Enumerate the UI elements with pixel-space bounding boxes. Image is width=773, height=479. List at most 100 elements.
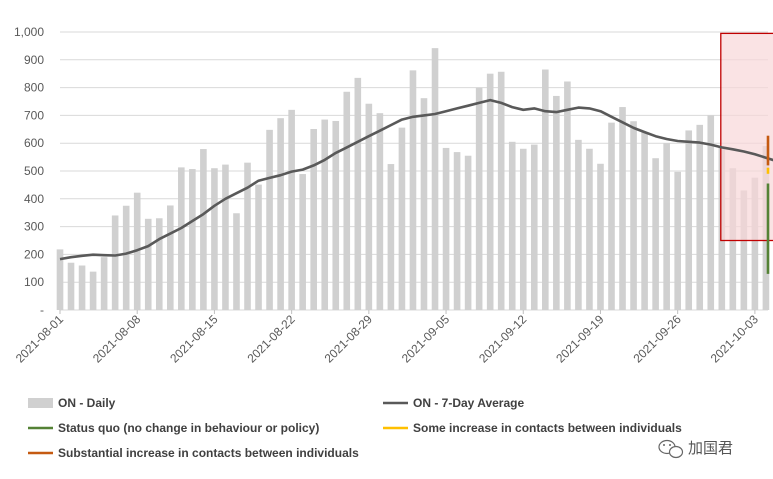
daily-bar bbox=[542, 69, 549, 310]
x-tick-label: 2021-08-08 bbox=[90, 312, 144, 366]
y-axis-tick-labels: - 100 200 300 400 500 600 700 800 900 1,000 bbox=[14, 25, 44, 317]
y-tick-label: - bbox=[40, 303, 44, 317]
daily-bar bbox=[431, 48, 439, 311]
range-from-last-briefing-box: Range fromlast briefing bbox=[720, 32, 773, 242]
series-lines bbox=[59, 98, 773, 274]
x-tick-label: 2021-09-12 bbox=[476, 312, 530, 366]
x-tick-label: 2021-09-05 bbox=[399, 312, 453, 366]
daily-bar bbox=[663, 143, 670, 310]
daily-bar bbox=[299, 174, 306, 310]
daily-bar bbox=[56, 249, 64, 310]
legend-item-on-daily: ON - Daily bbox=[28, 396, 116, 410]
y-tick-label: 700 bbox=[24, 108, 44, 122]
x-axis-tick-labels: 2021-08-01 2021-08-08 2021-08-15 2021-08-22… bbox=[13, 310, 762, 366]
daily-bar bbox=[266, 129, 273, 310]
x-tick-label: 2021-08-15 bbox=[167, 312, 221, 366]
y-tick-label: 800 bbox=[24, 81, 44, 95]
daily-bar bbox=[222, 164, 229, 310]
wechat-icon bbox=[658, 439, 684, 459]
daily-bar bbox=[652, 158, 659, 310]
daily-bar bbox=[597, 163, 604, 310]
daily-bar bbox=[310, 129, 317, 310]
daily-bar bbox=[100, 257, 108, 310]
daily-bar bbox=[111, 215, 119, 310]
daily-bars bbox=[56, 48, 770, 311]
legend: ON - Daily ON - 7-Day Average Status quo (… bbox=[28, 396, 682, 460]
daily-bar bbox=[508, 141, 516, 310]
daily-bar bbox=[167, 205, 174, 310]
x-tick-label: 2021-08-01 bbox=[13, 312, 67, 366]
daily-bar bbox=[619, 107, 626, 310]
daily-bar bbox=[233, 213, 240, 310]
daily-bar bbox=[586, 148, 593, 310]
x-tick-label: 2021-08-22 bbox=[244, 312, 298, 366]
daily-bar bbox=[244, 162, 251, 310]
legend-item-status-quo: Status quo (no change in behaviour or po… bbox=[28, 421, 319, 435]
daily-bar bbox=[696, 124, 704, 311]
daily-bar bbox=[376, 113, 384, 311]
y-tick-label: 500 bbox=[24, 164, 44, 178]
daily-bar bbox=[178, 167, 185, 310]
daily-bar bbox=[277, 118, 284, 311]
legend-item-7day-average: ON - 7-Day Average bbox=[383, 396, 524, 410]
daily-bar bbox=[464, 155, 472, 310]
daily-bar bbox=[200, 149, 207, 310]
range-box-rect bbox=[720, 32, 773, 242]
y-tick-label: 100 bbox=[24, 275, 44, 289]
daily-bar bbox=[78, 265, 86, 310]
daily-bar bbox=[685, 130, 693, 310]
daily-bar bbox=[255, 184, 262, 310]
legend-item-some-increase: Some increase in contacts between indivi… bbox=[383, 421, 682, 435]
legend-swatch bbox=[28, 398, 53, 408]
y-tick-label: 900 bbox=[24, 53, 44, 67]
daily-bar bbox=[343, 91, 351, 311]
daily-bar bbox=[707, 115, 715, 311]
daily-bar bbox=[575, 139, 582, 310]
series-line-7day-average bbox=[59, 98, 773, 261]
daily-bar bbox=[211, 168, 218, 310]
daily-bar bbox=[365, 103, 373, 310]
daily-bar bbox=[553, 95, 560, 310]
daily-bar bbox=[497, 71, 505, 310]
y-tick-label: 600 bbox=[24, 136, 44, 150]
x-tick-label: 2021-09-26 bbox=[630, 312, 684, 366]
legend-item-substantial-increase: Substantial increase in contacts between… bbox=[28, 446, 359, 460]
daily-bar bbox=[453, 152, 461, 310]
daily-bar bbox=[321, 119, 329, 310]
y-tick-label: 200 bbox=[24, 247, 44, 261]
daily-bar bbox=[530, 144, 538, 310]
daily-bar bbox=[409, 70, 417, 310]
daily-bar bbox=[398, 127, 406, 311]
x-tick-label: 2021-09-19 bbox=[553, 312, 607, 366]
daily-bar bbox=[486, 73, 494, 310]
daily-bar bbox=[332, 120, 340, 311]
x-tick-label: 2021-08-29 bbox=[322, 312, 376, 366]
legend-label: ON - 7-Day Average bbox=[413, 396, 524, 410]
daily-bar bbox=[354, 77, 362, 311]
daily-bar bbox=[67, 262, 75, 310]
daily-bar bbox=[751, 177, 759, 310]
daily-bar bbox=[608, 122, 615, 311]
y-tick-label: 400 bbox=[24, 192, 44, 206]
legend-label: ON - Daily bbox=[58, 396, 116, 410]
daily-bar bbox=[155, 218, 163, 310]
daily-bar bbox=[122, 205, 130, 310]
daily-bar bbox=[420, 98, 428, 310]
daily-bar bbox=[189, 169, 196, 310]
daily-bar bbox=[740, 190, 748, 310]
daily-bar bbox=[564, 81, 571, 310]
daily-bar bbox=[442, 147, 450, 310]
daily-bar bbox=[641, 132, 648, 310]
legend-label: Substantial increase in contacts between… bbox=[58, 446, 359, 460]
legend-label: Some increase in contacts between indivi… bbox=[413, 421, 682, 435]
x-tick-label: 2021-10-03 bbox=[708, 312, 762, 366]
y-tick-label: 1,000 bbox=[14, 25, 44, 39]
daily-bar bbox=[387, 164, 395, 310]
watermark: 加国君 bbox=[658, 439, 733, 459]
daily-bar bbox=[144, 218, 152, 310]
daily-bar bbox=[288, 109, 295, 310]
legend-label: Status quo (no change in behaviour or po… bbox=[58, 421, 319, 435]
watermark-text: 加国君 bbox=[688, 439, 733, 457]
daily-bar bbox=[674, 171, 681, 310]
